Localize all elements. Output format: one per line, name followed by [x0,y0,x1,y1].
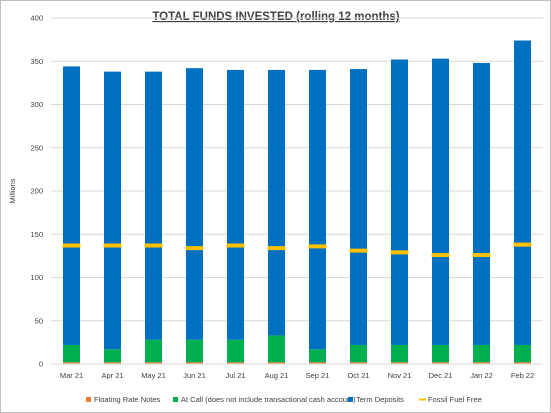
bar-floating [186,362,203,364]
y-tick-label: 300 [30,100,43,109]
bar-term [309,69,326,350]
bar-floating [514,362,531,364]
bar-at [391,344,408,363]
legend-label: Fossil Fuel Free [428,395,482,404]
x-tick-label: Sep 21 [306,371,330,380]
x-tick-label: May 21 [141,371,166,380]
bar-at [473,344,490,363]
x-tick-label: Mar 21 [60,371,83,380]
bar-at [432,344,449,363]
bar-at [268,335,285,363]
legend-label: Floating Rate Notes [94,395,161,404]
x-tick-label: Dec 21 [429,371,453,380]
bar-at [104,349,121,363]
chart-title: TOTAL FUNDS INVESTED (rolling 12 months) [152,11,399,23]
bar-term [227,69,244,340]
y-axis-label: Millions [8,178,17,203]
bar-at [63,344,80,363]
y-tick-label: 350 [30,57,43,66]
x-tick-label: Apr 21 [101,371,123,380]
bar-term [63,66,80,345]
x-tick-label: Oct 21 [347,371,369,380]
y-axis-ticks: 0 50 100 150 200 250 300 350 400 [30,14,43,369]
legend-label: At Call (does not include transactional … [181,395,356,404]
y-tick-label: 0 [39,360,43,369]
bar-term [473,62,490,345]
gridlines [51,17,543,322]
bar-term [350,69,367,345]
bar-floating [145,362,162,364]
legend-swatch [348,397,353,402]
x-tick-label: Jun 21 [183,371,206,380]
y-tick-label: 200 [30,187,43,196]
y-tick-label: 50 [35,316,43,325]
bar-term [186,68,203,340]
x-tick-label: Feb 22 [511,371,534,380]
x-tick-label: Nov 21 [388,371,412,380]
bar-floating [227,362,244,364]
bar-floating [268,362,285,364]
y-tick-label: 400 [30,14,43,23]
y-tick-label: 150 [30,230,43,239]
x-tick-label: Jan 22 [470,371,493,380]
bar-term [145,71,162,340]
bar-floating [473,362,490,364]
x-axis-ticks: Mar 21 Apr 21 May 21 Jun 21 Jul 21 Aug 21 Sep … [60,371,534,380]
bar-at [514,344,531,363]
x-tick-label: Aug 21 [265,371,289,380]
y-tick-label: 100 [30,273,43,282]
bars [63,40,531,364]
bar-term [268,69,285,336]
bar-floating [63,362,80,364]
bar-at [227,339,244,363]
bar-term [514,40,531,345]
bar-floating [391,362,408,364]
x-tick-label: Jul 21 [225,371,245,380]
bar-term [432,58,449,345]
bar-floating [309,362,326,364]
fossil-fuel-free-markers [62,242,532,258]
legend-label: Term Deposits [356,395,404,404]
bar-at [145,339,162,363]
bar-at [309,349,326,363]
y-tick-label: 250 [30,143,43,152]
bar-floating [104,362,121,364]
bar-at [350,344,367,363]
bar-floating [432,362,449,364]
bar-floating [350,362,367,364]
bar-term [104,71,121,350]
bar-at [186,339,203,363]
legend-swatch [173,397,178,402]
bar-term [391,59,408,345]
legend: Floating Rate Notes At Call (does not inc… [86,395,482,404]
legend-swatch [86,397,91,402]
